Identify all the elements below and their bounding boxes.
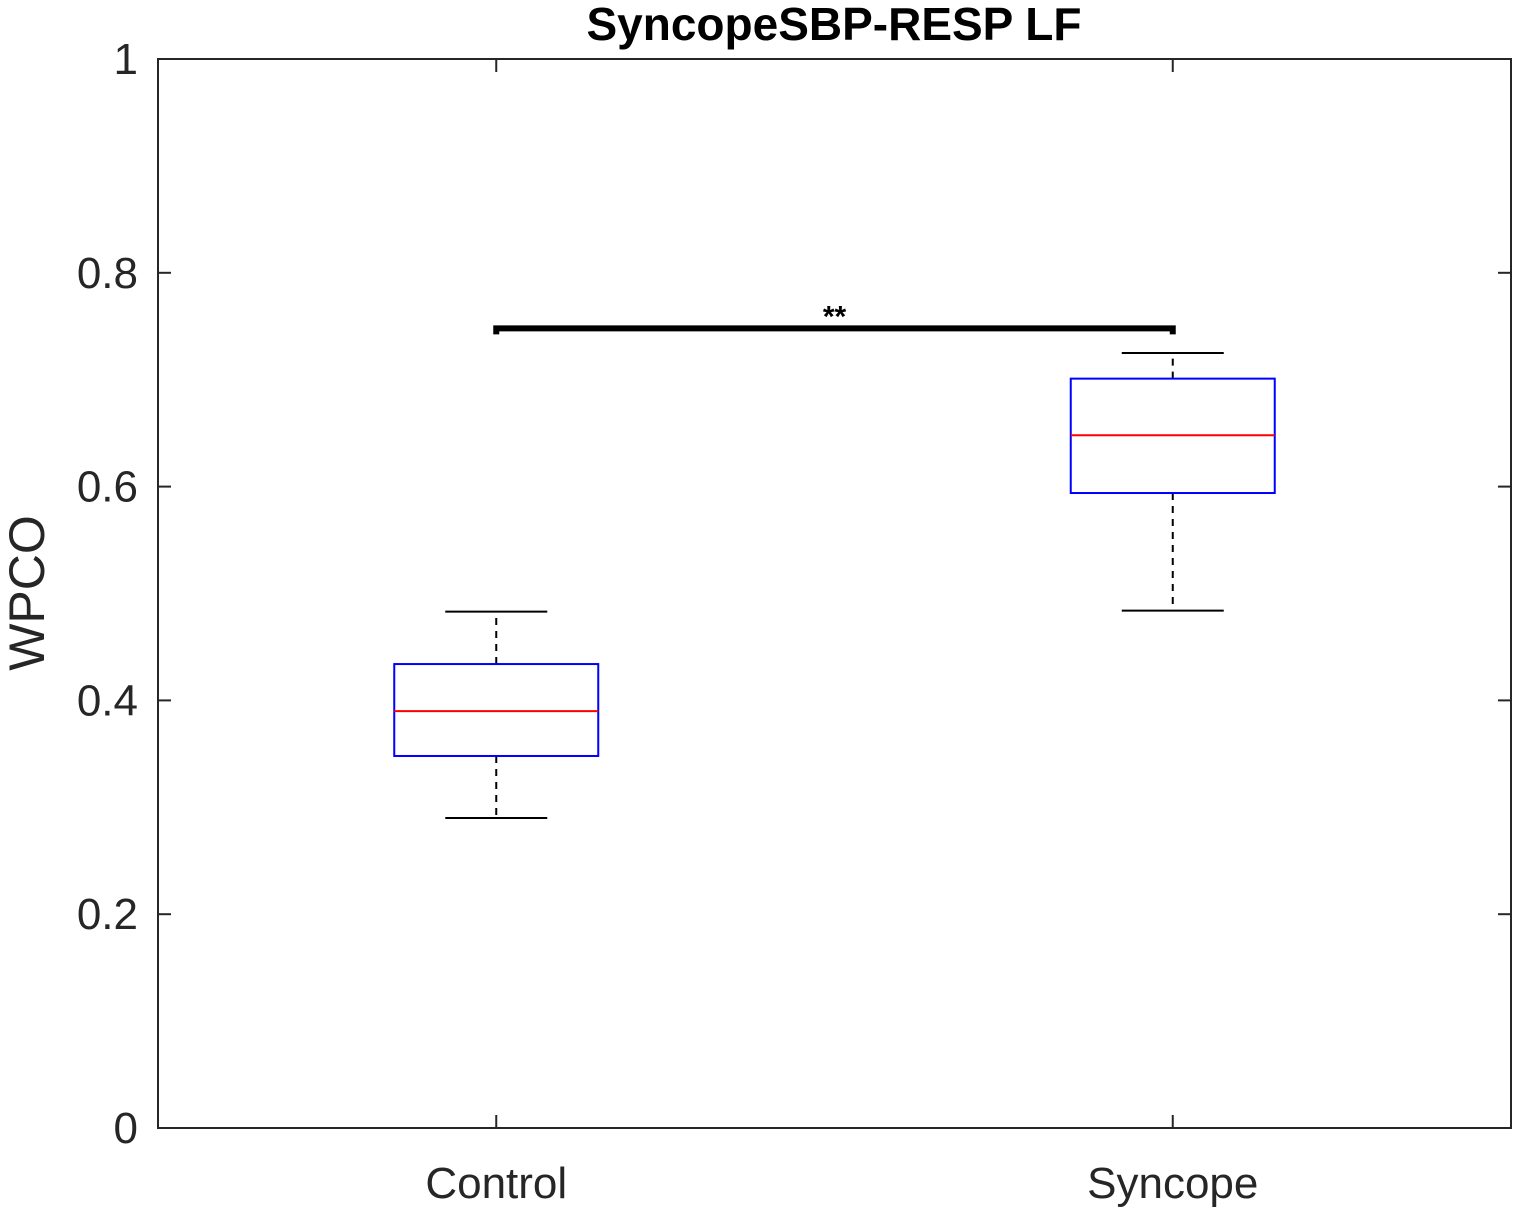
y-axis-label: WPCO	[0, 515, 55, 671]
box-control	[393, 610, 600, 819]
plot-area-frame	[157, 58, 1512, 1129]
ticks-layer: 0 0.2 0.4 0.6 0.8 1 Control Syncope	[77, 35, 1511, 1208]
significance-bracket	[493, 325, 1176, 335]
y-tick-label: 1	[114, 35, 138, 84]
y-tick-label: 0.8	[77, 249, 138, 298]
y-tick-label: 0	[114, 1104, 138, 1153]
y-tick-label: 0.6	[77, 463, 138, 512]
boxes-layer	[393, 351, 1276, 819]
box-syncope	[1069, 351, 1276, 612]
x-tick-label: Syncope	[1087, 1159, 1258, 1208]
chart-title: SyncopeSBP-RESP LF	[586, 0, 1081, 50]
significance-label: **	[823, 300, 847, 333]
y-tick-label: 0.2	[77, 890, 138, 939]
x-tick-label: Control	[425, 1159, 567, 1208]
iqr-box	[393, 663, 600, 757]
significance-layer: **	[493, 300, 1176, 335]
y-tick-label: 0.4	[77, 676, 138, 725]
